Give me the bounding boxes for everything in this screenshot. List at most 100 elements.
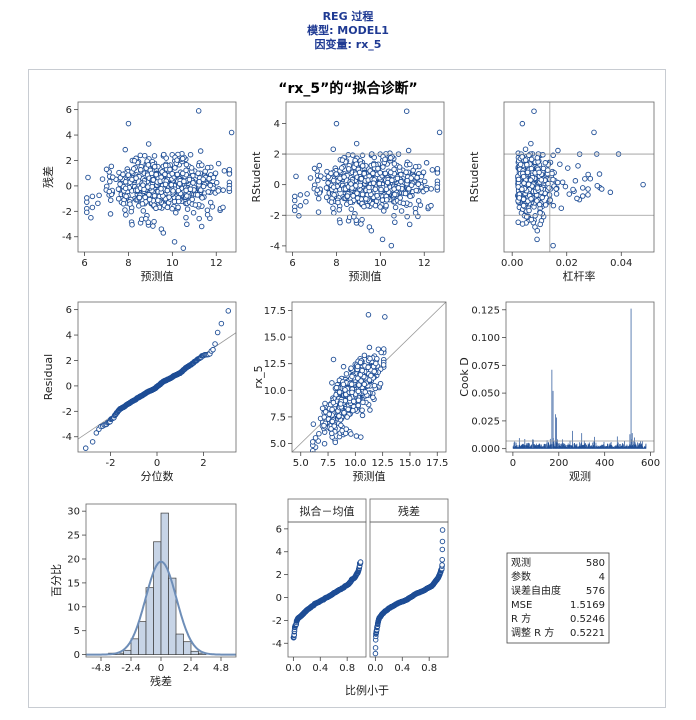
data-point (187, 186, 194, 192)
data-point (585, 186, 591, 192)
data-point (384, 179, 391, 186)
qq_residual-ytick-label: -4 (62, 432, 72, 443)
data-point (379, 236, 386, 243)
data-point (341, 174, 347, 180)
data-point (423, 160, 430, 166)
data-point (434, 165, 441, 172)
rf_spread-facet1-ytick-label: -2 (272, 616, 282, 627)
data-point (392, 204, 399, 211)
rstudent_vs_pred-ytick-label: -2 (270, 211, 280, 222)
data-point (400, 200, 407, 207)
data-point (172, 165, 178, 171)
data-point (574, 195, 580, 202)
data-point (396, 164, 403, 170)
data-point (333, 171, 340, 177)
data-point (329, 430, 335, 437)
data-point (558, 205, 565, 211)
data-point (122, 207, 128, 213)
residual_histogram-plot (82, 503, 237, 661)
data-point (519, 120, 526, 127)
data-point (148, 170, 155, 177)
cooks_d-ytick-label: 0.025 (471, 416, 500, 427)
data-point (383, 202, 389, 209)
data-point (372, 650, 379, 657)
data-point (362, 389, 368, 395)
data-point (380, 164, 386, 170)
data-point (198, 223, 205, 230)
data-point (183, 161, 190, 168)
data-point (340, 381, 347, 388)
data-point (594, 182, 601, 189)
data-point (380, 362, 387, 368)
residual_histogram-ytick-label: 10 (67, 602, 80, 613)
data-point (540, 165, 547, 172)
rstudent_vs_leverage-ylabel: RStudent (468, 151, 481, 203)
data-point (403, 169, 409, 176)
data-point (423, 186, 430, 193)
qq_residual-xlabel: 分位数 (141, 469, 174, 483)
obs_vs_pred-frame (291, 301, 447, 453)
panel-title: “rx_5”的“拟合诊断” (278, 80, 417, 97)
data-point (131, 158, 138, 164)
data-point (142, 194, 148, 201)
data-point (336, 389, 343, 395)
fit-statistics-table (506, 552, 610, 644)
data-point (209, 204, 216, 210)
data-point (566, 191, 573, 197)
data-point (398, 208, 405, 214)
data-point (162, 171, 168, 178)
data-point (226, 166, 233, 173)
cooks_d-ytick-label: 0.050 (471, 389, 500, 400)
residual_histogram-ytick-label: 5 (74, 626, 80, 637)
data-point (328, 199, 335, 205)
rstudent_vs_pred-ytick-label: -4 (270, 241, 280, 252)
resid_vs_pred-ytick-label: 4 (66, 131, 72, 142)
rf_spread-facet2-xtick-label: 0.8 (421, 663, 437, 674)
data-point (215, 188, 222, 194)
data-point (167, 166, 173, 173)
data-point (542, 160, 549, 166)
cooks_d-xtick-label: 200 (549, 458, 568, 469)
data-point (550, 242, 556, 249)
data-point (345, 152, 352, 158)
data-point (388, 169, 394, 176)
fit-stat-label: 调整 R 方 (511, 626, 554, 639)
data-point (519, 221, 526, 227)
fit-stat-value: 0.5246 (570, 614, 605, 625)
histogram-bar (168, 577, 177, 655)
data-point (531, 108, 537, 114)
rf_spread-facet2-xtick-label: 0.4 (394, 663, 410, 674)
data-point (330, 205, 336, 211)
data-point (580, 185, 586, 191)
data-point (550, 176, 556, 183)
rf_spread-facet1-ytick-label: 2 (276, 570, 282, 581)
data-point (359, 367, 365, 374)
data-point (88, 214, 94, 221)
data-point (316, 162, 323, 169)
data-point (516, 195, 523, 201)
data-point (187, 151, 194, 158)
data-point (133, 175, 139, 181)
data-point (439, 527, 446, 533)
data-point (310, 439, 316, 445)
data-point (524, 169, 531, 176)
data-point (180, 170, 186, 177)
data-point (520, 173, 527, 180)
data-point (336, 413, 342, 419)
data-point (93, 430, 100, 436)
data-point (348, 206, 355, 212)
data-point (350, 193, 356, 199)
data-point (418, 173, 425, 180)
obs_vs_pred-xlabel: 预测值 (353, 470, 386, 483)
data-point (204, 207, 211, 213)
data-point (319, 405, 326, 412)
data-point (359, 191, 366, 198)
data-point (330, 184, 337, 190)
data-point (141, 152, 148, 159)
data-point (213, 179, 220, 186)
data-point (540, 152, 546, 158)
data-point (164, 187, 171, 194)
data-point (377, 204, 383, 210)
residual_histogram-xtick-label: 4.8 (213, 663, 229, 674)
rf_spread-facet1-ytick-label: 0 (276, 593, 282, 604)
